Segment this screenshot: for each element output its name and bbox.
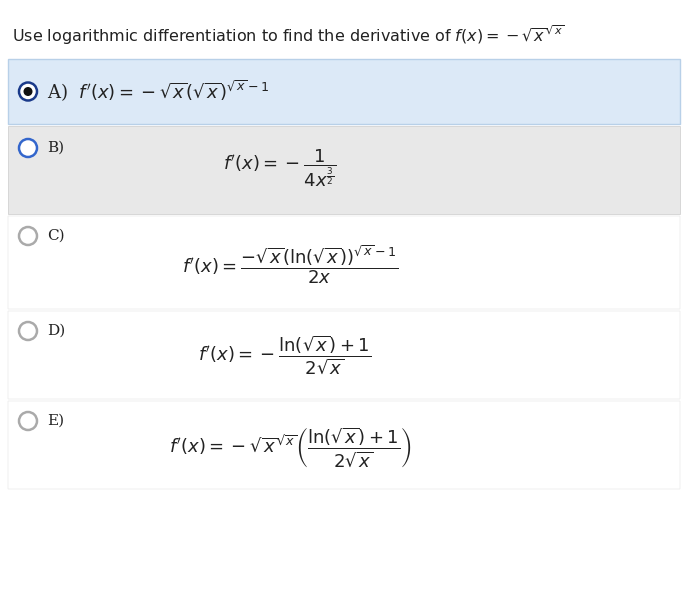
Text: Use logarithmic differentiation to find the derivative of $f(x) = -\sqrt{x}^{\sq: Use logarithmic differentiation to find … <box>12 24 564 47</box>
FancyBboxPatch shape <box>8 59 680 124</box>
Circle shape <box>19 322 37 340</box>
Text: E): E) <box>47 414 64 428</box>
Circle shape <box>19 83 37 100</box>
Circle shape <box>19 412 37 430</box>
FancyBboxPatch shape <box>8 216 680 309</box>
Circle shape <box>19 139 37 157</box>
Text: $f'(x) = -\sqrt{x}^{\sqrt{x}}\left(\dfrac{\ln(\sqrt{x})+1}{2\sqrt{x}}\right)$: $f'(x) = -\sqrt{x}^{\sqrt{x}}\left(\dfra… <box>169 425 411 469</box>
FancyBboxPatch shape <box>8 126 680 214</box>
Text: $f'(x) = -\dfrac{1}{4x^{\frac{3}{2}}}$: $f'(x) = -\dfrac{1}{4x^{\frac{3}{2}}}$ <box>224 147 336 189</box>
Text: $f'(x) = \dfrac{-\sqrt{x}(\ln(\sqrt{x}))^{\sqrt{x}-1}}{2x}$: $f'(x) = \dfrac{-\sqrt{x}(\ln(\sqrt{x}))… <box>182 243 398 286</box>
FancyBboxPatch shape <box>8 311 680 399</box>
Text: A)  $f'(x) = -\sqrt{x}(\sqrt{x})^{\sqrt{x}-1}$: A) $f'(x) = -\sqrt{x}(\sqrt{x})^{\sqrt{x… <box>47 79 270 104</box>
Circle shape <box>23 87 32 96</box>
FancyBboxPatch shape <box>8 401 680 489</box>
Text: B): B) <box>47 141 64 155</box>
Text: C): C) <box>47 229 65 243</box>
Text: D): D) <box>47 324 65 338</box>
Circle shape <box>19 227 37 245</box>
Text: $f'(x) = -\dfrac{\ln(\sqrt{x}) + 1}{2\sqrt{x}}$: $f'(x) = -\dfrac{\ln(\sqrt{x}) + 1}{2\sq… <box>198 333 372 377</box>
